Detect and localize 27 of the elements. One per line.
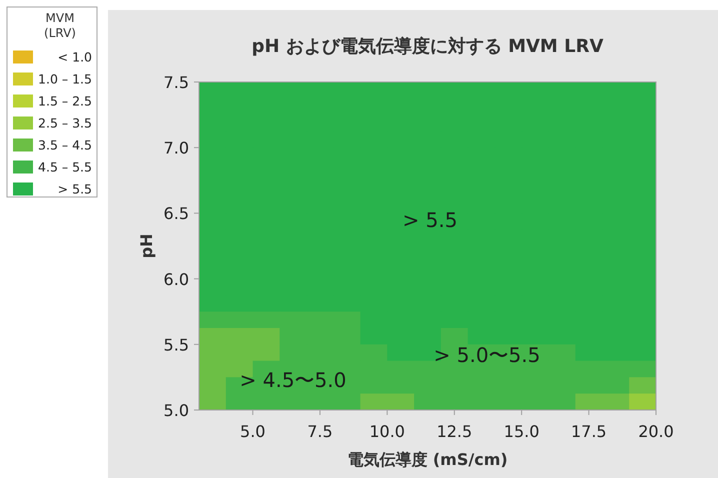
annotation: > 5.0〜5.5 xyxy=(434,343,540,367)
color-bar-label: 4.5 – 5.5 xyxy=(38,160,92,174)
y-axis-title: pH xyxy=(137,234,156,258)
annotation: > 4.5〜5.0 xyxy=(240,368,346,392)
y-tick-label: 6.5 xyxy=(164,204,189,224)
annotation: > 5.5 xyxy=(402,208,458,232)
color-bar-label: 1.0 – 1.5 xyxy=(38,72,92,86)
color-bar-label: 3.5 – 4.5 xyxy=(38,138,92,152)
x-tick-label: 20.0 xyxy=(638,422,674,441)
color-bar-label: > 5.5 xyxy=(58,182,92,196)
y-tick-label: 7.5 xyxy=(164,73,189,92)
color-bar-label: 2.5 – 3.5 xyxy=(38,116,92,130)
x-tick-label: 15.0 xyxy=(504,422,540,441)
x-tick-label: 7.5 xyxy=(307,422,333,441)
color-bar-title: MVM (LRV) xyxy=(44,11,76,40)
x-tick-label: 17.5 xyxy=(570,422,607,441)
chart-title: pH および電気伝導度に対する MVM LRV xyxy=(252,36,604,57)
y-tick-label: 7.0 xyxy=(164,138,189,158)
x-tick-label: 5.0 xyxy=(240,422,266,441)
x-axis-title: 電気伝導度 (mS/cm) xyxy=(347,450,508,469)
x-tick-label: 12.5 xyxy=(436,422,472,441)
x-tick-label: 10.0 xyxy=(369,422,405,441)
y-tick-label: 6.0 xyxy=(164,270,189,289)
y-tick-label: 5.0 xyxy=(164,401,189,420)
color-bar-label: < 1.0 xyxy=(58,50,92,64)
color-bar-label: 1.5 – 2.5 xyxy=(38,94,92,108)
y-tick-label: 5.5 xyxy=(164,335,189,354)
